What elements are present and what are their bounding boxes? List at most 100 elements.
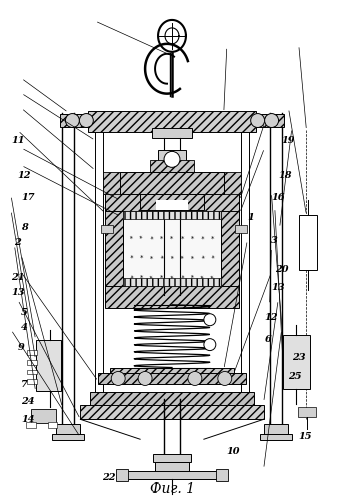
Bar bbox=[155, 462, 189, 474]
Bar bbox=[120, 172, 224, 194]
Text: *: * bbox=[129, 255, 133, 262]
Text: 6: 6 bbox=[265, 335, 271, 344]
Text: 13: 13 bbox=[271, 283, 285, 292]
Bar bbox=[31, 410, 56, 424]
Text: *: * bbox=[150, 255, 153, 262]
Bar bbox=[221, 195, 239, 296]
Text: 19: 19 bbox=[282, 136, 295, 145]
Bar bbox=[158, 150, 186, 168]
Circle shape bbox=[265, 114, 279, 128]
Bar bbox=[123, 211, 221, 286]
Text: *: * bbox=[159, 216, 164, 222]
Circle shape bbox=[251, 114, 265, 128]
Bar bbox=[150, 160, 194, 172]
Text: *: * bbox=[211, 255, 215, 262]
Bar bbox=[101, 225, 113, 233]
Text: *: * bbox=[170, 216, 174, 222]
Text: *: * bbox=[200, 274, 205, 281]
Text: 8: 8 bbox=[21, 223, 28, 232]
Text: *: * bbox=[191, 255, 194, 262]
Text: *: * bbox=[200, 255, 205, 262]
Bar bbox=[53, 434, 84, 440]
Text: *: * bbox=[129, 216, 134, 222]
Bar bbox=[300, 215, 318, 270]
Bar bbox=[153, 454, 191, 462]
Text: *: * bbox=[191, 236, 194, 242]
Circle shape bbox=[204, 338, 216, 350]
Bar bbox=[123, 278, 221, 286]
Bar bbox=[103, 172, 123, 194]
Text: Фиг. 1: Фиг. 1 bbox=[150, 482, 194, 496]
Text: *: * bbox=[160, 275, 163, 281]
Text: 10: 10 bbox=[227, 447, 240, 456]
Circle shape bbox=[164, 152, 180, 168]
Text: 14: 14 bbox=[21, 415, 35, 424]
Text: *: * bbox=[140, 275, 143, 281]
Text: 12: 12 bbox=[18, 171, 31, 180]
Text: 24: 24 bbox=[21, 398, 35, 406]
Bar bbox=[26, 370, 36, 374]
Circle shape bbox=[65, 114, 79, 128]
Bar bbox=[140, 194, 204, 210]
Text: 21: 21 bbox=[11, 273, 24, 282]
Bar bbox=[123, 211, 221, 219]
Circle shape bbox=[79, 114, 93, 128]
Bar bbox=[299, 408, 316, 418]
Text: *: * bbox=[201, 216, 205, 222]
Text: *: * bbox=[170, 236, 174, 242]
Text: *: * bbox=[180, 274, 184, 281]
Bar bbox=[26, 380, 36, 384]
Bar bbox=[26, 360, 36, 364]
Bar bbox=[35, 340, 62, 392]
Text: *: * bbox=[149, 274, 154, 281]
Text: 5: 5 bbox=[21, 308, 28, 316]
Bar bbox=[98, 372, 246, 384]
Text: 1: 1 bbox=[247, 213, 254, 222]
Bar bbox=[282, 334, 310, 390]
Text: *: * bbox=[201, 236, 205, 242]
Circle shape bbox=[111, 372, 125, 386]
Bar bbox=[105, 195, 123, 296]
Bar bbox=[90, 392, 254, 408]
Text: 25: 25 bbox=[289, 372, 302, 382]
Bar bbox=[105, 193, 239, 211]
Bar bbox=[25, 422, 35, 428]
Text: *: * bbox=[159, 255, 164, 262]
Text: 17: 17 bbox=[21, 193, 35, 202]
Text: 11: 11 bbox=[11, 136, 24, 145]
Text: *: * bbox=[140, 255, 143, 262]
Text: *: * bbox=[180, 255, 184, 262]
Text: *: * bbox=[170, 274, 174, 281]
Bar bbox=[88, 110, 256, 132]
Text: *: * bbox=[149, 216, 154, 222]
Text: *: * bbox=[211, 236, 215, 242]
Bar bbox=[80, 406, 264, 419]
Bar bbox=[221, 172, 241, 194]
Text: *: * bbox=[191, 216, 194, 222]
Bar bbox=[260, 434, 291, 440]
Text: 13: 13 bbox=[11, 288, 24, 297]
Text: *: * bbox=[149, 236, 154, 242]
Bar bbox=[120, 471, 224, 479]
Text: 23: 23 bbox=[292, 352, 305, 362]
Text: 20: 20 bbox=[275, 266, 288, 274]
Text: *: * bbox=[160, 236, 164, 242]
Bar bbox=[105, 286, 239, 308]
Text: *: * bbox=[140, 216, 143, 222]
Text: *: * bbox=[180, 216, 185, 222]
Text: 16: 16 bbox=[271, 193, 285, 202]
Text: 4: 4 bbox=[21, 322, 28, 332]
Bar bbox=[47, 422, 57, 428]
Bar bbox=[110, 368, 234, 380]
Text: 2: 2 bbox=[14, 238, 21, 247]
Text: 22: 22 bbox=[102, 473, 115, 482]
Text: *: * bbox=[181, 236, 184, 242]
Text: 12: 12 bbox=[265, 312, 278, 322]
Text: 15: 15 bbox=[299, 432, 312, 441]
Bar bbox=[216, 469, 228, 481]
Bar bbox=[26, 350, 36, 354]
Circle shape bbox=[188, 372, 202, 386]
Text: 9: 9 bbox=[18, 342, 24, 351]
Text: *: * bbox=[211, 216, 215, 222]
Circle shape bbox=[218, 372, 232, 386]
